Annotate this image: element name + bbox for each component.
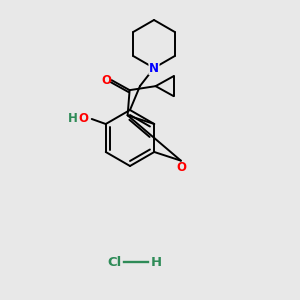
Text: Cl: Cl xyxy=(108,256,122,268)
Text: O: O xyxy=(79,112,89,125)
Text: O: O xyxy=(102,74,112,87)
Text: O: O xyxy=(176,161,186,174)
Text: N: N xyxy=(149,61,159,74)
Text: H: H xyxy=(150,256,162,268)
Text: H: H xyxy=(68,112,78,125)
